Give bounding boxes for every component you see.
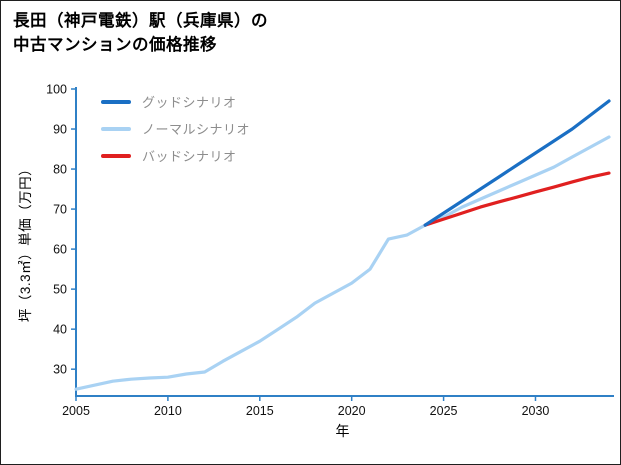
series-line-bad	[423, 171, 611, 227]
series-line-good	[423, 99, 611, 227]
y-tick-label: 50	[53, 283, 67, 297]
legend-item-bad-scenario: バッドシナリオ	[101, 147, 250, 164]
legend-label-bad-scenario: バッドシナリオ	[142, 149, 237, 164]
legend-label-normal-scenario: ノーマルシナリオ	[142, 122, 251, 137]
y-tick-label: 40	[53, 323, 67, 337]
x-tick-label: 2010	[154, 404, 182, 418]
y-tick-label: 80	[53, 163, 67, 177]
x-tick-label: 2005	[62, 404, 90, 418]
x-tick-label: 2015	[246, 404, 274, 418]
legend-label-good-scenario: グッドシナリオ	[142, 95, 237, 110]
legend-item-good-scenario: グッドシナリオ	[101, 93, 250, 110]
x-tick-label: 2030	[522, 404, 550, 418]
x-tick-label: 2025	[430, 404, 458, 418]
chart-title-line1: 長田（神戸電鉄）駅（兵庫県）の	[13, 12, 268, 30]
legend: グッドシナリオ ノーマルシナリオ バッドシナリオ	[101, 93, 250, 164]
chart-title: 長田（神戸電鉄）駅（兵庫県）の 中古マンションの価格推移	[13, 9, 268, 57]
x-tick-label: 2020	[338, 404, 366, 418]
legend-item-normal-scenario: ノーマルシナリオ	[101, 120, 250, 137]
y-tick-label: 70	[53, 203, 67, 217]
y-tick-label: 90	[53, 123, 67, 137]
y-axis-title: 坪（3.3㎡）単価（万円）	[18, 161, 33, 323]
x-axis-title: 年	[335, 423, 350, 439]
y-tick-label: 100	[46, 83, 67, 97]
good-scenario-line-swatch	[101, 99, 131, 104]
normal-scenario-line-swatch	[101, 126, 131, 131]
y-tick-label: 30	[53, 363, 67, 377]
y-tick-label: 60	[53, 243, 67, 257]
bad-scenario-line-swatch	[101, 153, 131, 158]
series-line-normal	[74, 135, 611, 391]
chart-title-line2: 中古マンションの価格推移	[13, 36, 217, 54]
